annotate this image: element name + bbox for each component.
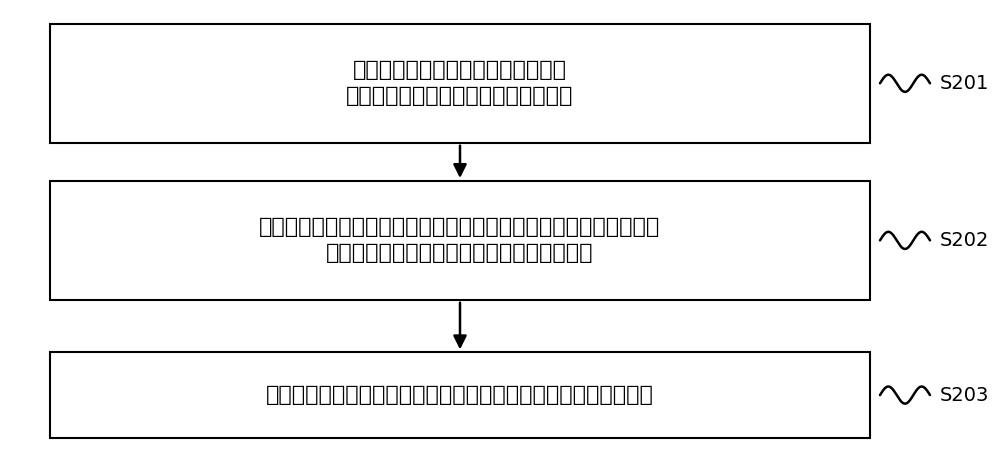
Bar — [50, 352, 870, 438]
Text: 获取质子交换膜燃料电池的交流阻抗谱: 获取质子交换膜燃料电池的交流阻抗谱 — [346, 86, 574, 107]
Text: 流阻抗谱进行拟合，确定等效电路的目标阻抗: 流阻抗谱进行拟合，确定等效电路的目标阻抗 — [326, 243, 594, 264]
Text: 通过电化学测量仪器采用浮地测量法: 通过电化学测量仪器采用浮地测量法 — [353, 60, 567, 80]
Text: S202: S202 — [940, 231, 989, 250]
Text: 将质子交换膜燃料电池的等效电路的阻抗与质子交换膜燃料电池的交: 将质子交换膜燃料电池的等效电路的阻抗与质子交换膜燃料电池的交 — [259, 217, 661, 238]
Text: S203: S203 — [940, 386, 989, 405]
Text: S201: S201 — [940, 74, 989, 93]
Bar — [50, 24, 870, 143]
Bar — [50, 181, 870, 300]
Text: 根据与等效电路的目标阻抗对应的目标电路参数，计算电池的参数: 根据与等效电路的目标阻抗对应的目标电路参数，计算电池的参数 — [266, 385, 654, 405]
